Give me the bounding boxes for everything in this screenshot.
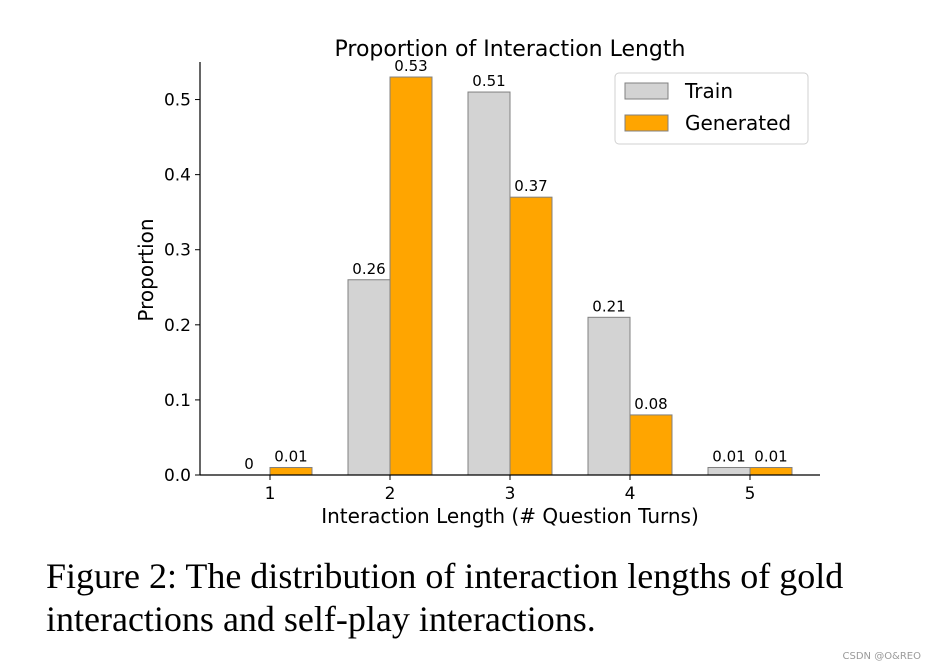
bar-label-generated-1: 0.01 — [274, 447, 307, 465]
bar-label-train-5: 0.01 — [712, 447, 745, 465]
x-axis-label: Interaction Length (# Question Turns) — [321, 504, 699, 528]
bar-generated-5 — [749, 466, 793, 476]
bar-generated-4 — [629, 414, 673, 476]
x-tick-label-3: 3 — [505, 484, 516, 504]
y-tick-label-5: 0.5 — [164, 91, 191, 111]
bar-train-2 — [347, 279, 391, 476]
y-axis-label: Proportion — [134, 218, 158, 321]
y-tick-label-3: 0.3 — [164, 241, 191, 261]
bar-train-4 — [587, 316, 631, 476]
bar-generated-2 — [389, 76, 433, 476]
x-tick-label-1: 1 — [265, 484, 276, 504]
bar-generated-1 — [269, 466, 313, 476]
y-tick-label-0: 0.0 — [164, 466, 191, 486]
bar-label-train-3: 0.51 — [472, 72, 505, 90]
y-tick-label-4: 0.4 — [164, 166, 191, 186]
caption-line-1: Figure 2: The distribution of interactio… — [46, 556, 844, 596]
legend-swatch-generated — [624, 114, 669, 132]
legend-label-generated: Generated — [685, 111, 791, 135]
bar-label-train-1: 0 — [244, 455, 254, 473]
bar-label-train-2: 0.26 — [352, 260, 385, 278]
caption-line-2: interactions and self-play interactions. — [46, 599, 596, 639]
bar-train-5 — [707, 466, 751, 476]
bar-train-3 — [467, 91, 511, 476]
y-tick-label-1: 0.1 — [164, 391, 191, 411]
bar-label-generated-3: 0.37 — [514, 177, 547, 195]
chart-title: Proportion of Interaction Length — [335, 37, 686, 62]
legend-swatch-train — [624, 82, 669, 100]
bar-label-generated-4: 0.08 — [634, 395, 667, 413]
bar-label-train-4: 0.21 — [592, 297, 625, 315]
bar-label-generated-5: 0.01 — [754, 447, 787, 465]
watermark: CSDN @O&REO — [842, 651, 922, 662]
figure-caption: Figure 2: The distribution of interactio… — [46, 555, 926, 641]
bar-label-generated-2: 0.53 — [394, 57, 427, 75]
x-tick-label-5: 5 — [745, 484, 756, 504]
y-tick-label-2: 0.2 — [164, 316, 191, 336]
legend: Train Generated — [614, 72, 809, 145]
x-tick-label-4: 4 — [625, 484, 636, 504]
bar-generated-3 — [509, 196, 553, 476]
bar-chart: Proportion of Interaction Length 0 0.010.… — [134, 37, 820, 528]
legend-label-train: Train — [684, 79, 733, 103]
x-tick-label-2: 2 — [385, 484, 396, 504]
